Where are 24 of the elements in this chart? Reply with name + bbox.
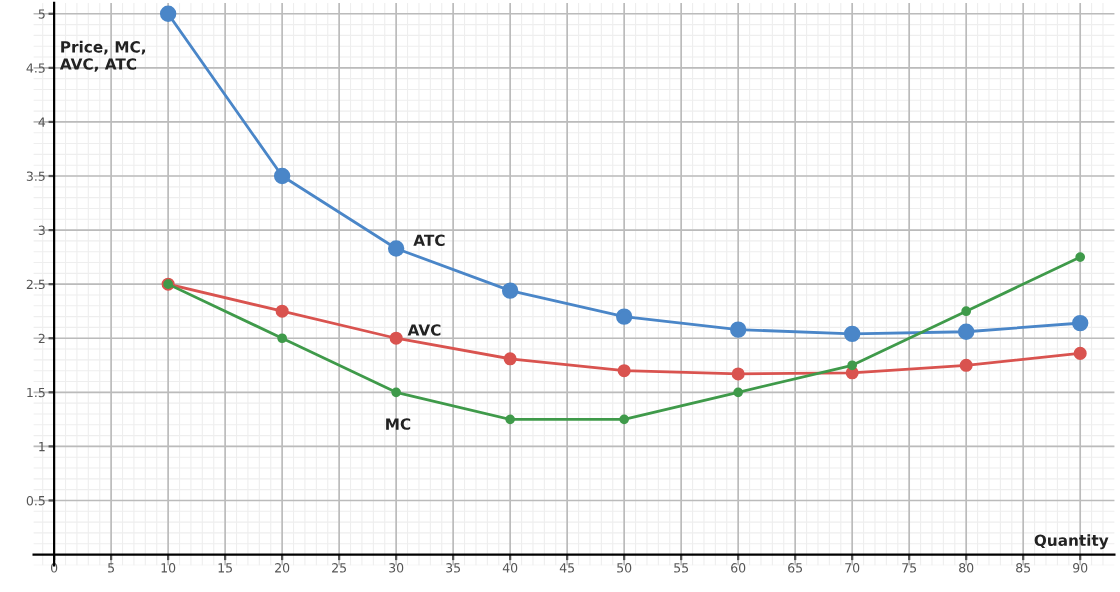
point	[1072, 314, 1089, 332]
point	[275, 304, 289, 318]
point	[391, 387, 402, 398]
point	[731, 367, 745, 381]
point	[729, 321, 747, 338]
point	[159, 5, 177, 22]
point	[277, 333, 287, 344]
point	[959, 358, 973, 372]
point	[619, 414, 630, 425]
point	[843, 325, 861, 343]
point	[961, 306, 972, 317]
point	[505, 414, 516, 425]
point	[503, 352, 517, 366]
point	[501, 282, 519, 299]
point	[1073, 346, 1087, 360]
point	[847, 360, 858, 371]
point	[389, 331, 403, 345]
point	[617, 364, 631, 378]
point	[387, 240, 405, 257]
point	[273, 167, 291, 185]
point	[1075, 252, 1086, 262]
point	[733, 387, 744, 398]
point	[957, 323, 975, 340]
point	[615, 308, 633, 325]
